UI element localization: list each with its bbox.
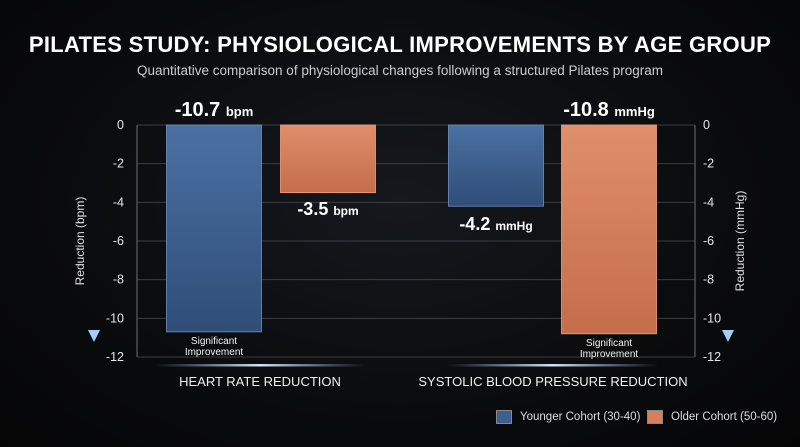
down-arrow-icon [88,330,100,342]
legend-item-younger: Younger Cohort (30-40) [496,410,640,424]
annotation-label: Significant [586,338,632,349]
y-tick-left: -12 [106,350,124,364]
category-underline [155,364,365,367]
y-tick-right: -10 [703,311,721,325]
annotation-label: Significant [191,336,237,347]
data-label: -10.7 bpm [175,99,254,121]
legend-label-older: Older Cohort (50-60) [671,411,778,423]
axis-decor: HEART RATE REDUCTION SYSTOLIC BLOOD PRESS… [73,140,747,389]
legend-swatch-younger [496,410,512,424]
y-tick-right: -8 [703,273,714,287]
chart-title: PILATES STUDY: PHYSIOLOGICAL IMPROVEMENT… [28,32,772,57]
legend-swatch-older [647,410,663,424]
y-axis-title-left: Reduction (bpm) [73,197,87,286]
bar [166,124,262,333]
legend-label-younger: Younger Cohort (30-40) [520,411,641,423]
chart-subtitle: Quantitative comparison of physiological… [136,63,664,78]
bar [280,124,376,194]
y-tick-right: -2 [703,157,714,171]
legend-item-older: Older Cohort (50-60) [647,410,777,424]
value-labels: -10.7 bpm -4.2 mmHg -3.5 bpm -10.8 mmHg Sign… [175,99,655,360]
y-tick-left: -6 [113,234,124,248]
y-tick-left: -4 [113,195,124,209]
y-tick-left: -8 [113,273,124,287]
y-tick-left: 0 [117,118,124,132]
bar [561,124,657,335]
y-axis-title-right: Reduction (mmHg) [733,191,747,292]
annotation-label: Improvement [580,349,639,360]
data-label: -3.5 bpm [297,199,358,219]
data-label: -4.2 mmHg [459,214,532,234]
y-tick-right: -12 [703,350,721,364]
annotation-label: Improvement [185,347,244,358]
category-label: HEART RATE REDUCTION [179,374,341,389]
y-tick-left: -10 [106,311,124,325]
down-arrow-icon [722,330,734,342]
y-tick-right: -6 [703,234,714,248]
data-label: -10.8 mmHg [563,99,655,121]
category-label: SYSTOLIC BLOOD PRESSURE REDUCTION [418,374,687,389]
y-tick-left: -2 [113,157,124,171]
bars [166,124,657,335]
tick-labels: 0 0 -2 -2 -4 -4 -6 -6 -8 -8 -10 -10 -12 -12 [106,118,721,364]
category-underline [448,364,658,367]
y-tick-right: 0 [703,118,710,132]
bar [448,124,544,207]
y-tick-right: -4 [703,195,714,209]
